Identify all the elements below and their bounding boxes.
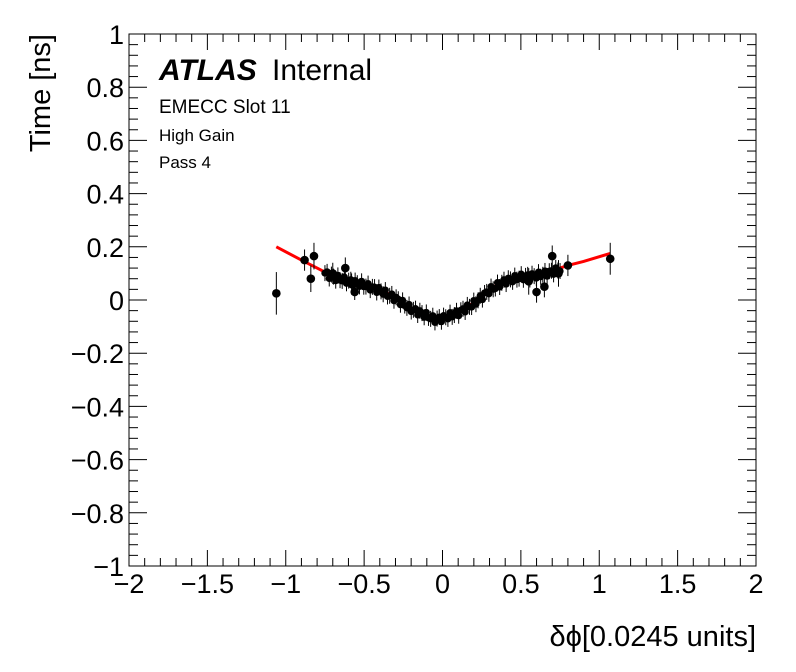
annotation-gain: High Gain bbox=[159, 126, 235, 145]
point-marker bbox=[309, 251, 319, 261]
point-marker bbox=[554, 269, 563, 278]
x-tick-label: −2 bbox=[114, 569, 145, 599]
data-point bbox=[300, 249, 309, 271]
point-marker bbox=[547, 251, 557, 261]
y-tick-label: 1 bbox=[109, 20, 124, 50]
x-tick-label: −0.5 bbox=[337, 569, 390, 599]
plot-layer bbox=[272, 242, 615, 331]
data-point bbox=[309, 242, 319, 270]
point-marker bbox=[347, 279, 356, 289]
y-tick-label: −0.8 bbox=[71, 499, 124, 529]
x-tick-label: 1 bbox=[592, 569, 607, 599]
annotation-pass: Pass 4 bbox=[159, 153, 211, 172]
data-point bbox=[563, 254, 573, 277]
data-point bbox=[540, 276, 549, 298]
axes-layer: −2 −1.5 −1 −0.5 0 0.5 1 1.5 2 −1 −0.8 −0.6 −0.4 −0.2 0… bbox=[71, 20, 764, 599]
data-point bbox=[272, 272, 281, 315]
x-tick-label: −1.5 bbox=[181, 569, 234, 599]
y-tick-label: 0.8 bbox=[86, 73, 124, 103]
atlas-label: ATLAS bbox=[158, 54, 257, 87]
point-marker bbox=[328, 269, 338, 278]
data-point bbox=[328, 262, 338, 285]
data-point bbox=[341, 257, 350, 279]
point-marker bbox=[272, 289, 281, 298]
data-point bbox=[554, 260, 563, 287]
x-tick-label: −1 bbox=[270, 569, 301, 599]
x-axis-title: δϕ[0.0245 units] bbox=[549, 621, 756, 653]
y-tick-label: −0.2 bbox=[71, 339, 124, 369]
point-marker bbox=[341, 263, 350, 273]
data-point bbox=[532, 281, 541, 303]
point-marker bbox=[306, 274, 316, 284]
y-tick-label: 0.6 bbox=[86, 126, 124, 156]
data-point bbox=[306, 265, 316, 293]
point-marker bbox=[540, 282, 549, 292]
y-tick-label: 0.4 bbox=[86, 180, 124, 210]
point-marker bbox=[563, 261, 573, 270]
x-tick-label: 0 bbox=[435, 569, 450, 599]
y-tick-label: −1 bbox=[93, 552, 124, 582]
point-marker bbox=[300, 255, 309, 265]
y-axis-title: Time [ns] bbox=[25, 34, 57, 152]
data-point bbox=[547, 245, 557, 267]
y-tick-label: −0.4 bbox=[71, 392, 124, 422]
data-point bbox=[605, 242, 615, 275]
y-tick-label: −0.6 bbox=[71, 446, 124, 476]
atlas-status: Internal bbox=[272, 54, 372, 87]
y-tick-label: 0.2 bbox=[86, 233, 124, 263]
point-marker bbox=[524, 277, 534, 286]
y-tick-label: 0 bbox=[109, 286, 124, 316]
x-tick-label: 1.5 bbox=[659, 569, 697, 599]
data-point bbox=[524, 268, 534, 295]
point-marker bbox=[350, 287, 360, 297]
data-point bbox=[350, 284, 360, 300]
x-tick-label: 0.5 bbox=[502, 569, 540, 599]
x-tick-label: 2 bbox=[748, 569, 763, 599]
annotation-slot: EMECC Slot 11 bbox=[159, 97, 291, 118]
point-marker bbox=[605, 254, 615, 264]
point-marker bbox=[532, 287, 541, 297]
